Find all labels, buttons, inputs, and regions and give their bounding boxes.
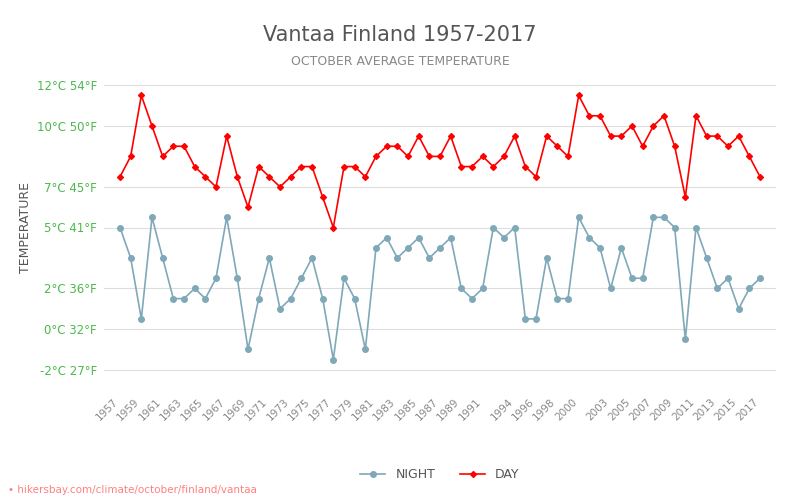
Text: Vantaa Finland 1957-2017: Vantaa Finland 1957-2017: [263, 25, 537, 45]
NIGHT: [691, 224, 701, 230]
NIGHT: [147, 214, 157, 220]
Y-axis label: TEMPERATURE: TEMPERATURE: [19, 182, 32, 273]
NIGHT: [254, 296, 263, 302]
DAY: [275, 184, 285, 190]
DAY: [521, 164, 530, 170]
DAY: [478, 154, 487, 160]
DAY: [691, 113, 701, 119]
DAY: [755, 174, 765, 180]
Line: NIGHT: NIGHT: [118, 214, 762, 362]
Legend: NIGHT, DAY: NIGHT, DAY: [354, 462, 526, 488]
NIGHT: [755, 276, 765, 281]
NIGHT: [115, 224, 125, 230]
NIGHT: [329, 356, 338, 362]
NIGHT: [361, 346, 370, 352]
Text: OCTOBER AVERAGE TEMPERATURE: OCTOBER AVERAGE TEMPERATURE: [290, 55, 510, 68]
NIGHT: [478, 286, 487, 292]
DAY: [137, 92, 146, 98]
Text: • hikersbay.com/climate/october/finland/vantaa: • hikersbay.com/climate/october/finland/…: [8, 485, 257, 495]
Line: DAY: DAY: [118, 94, 762, 230]
NIGHT: [521, 316, 530, 322]
DAY: [254, 164, 263, 170]
NIGHT: [275, 306, 285, 312]
DAY: [361, 174, 370, 180]
DAY: [329, 224, 338, 230]
DAY: [115, 174, 125, 180]
